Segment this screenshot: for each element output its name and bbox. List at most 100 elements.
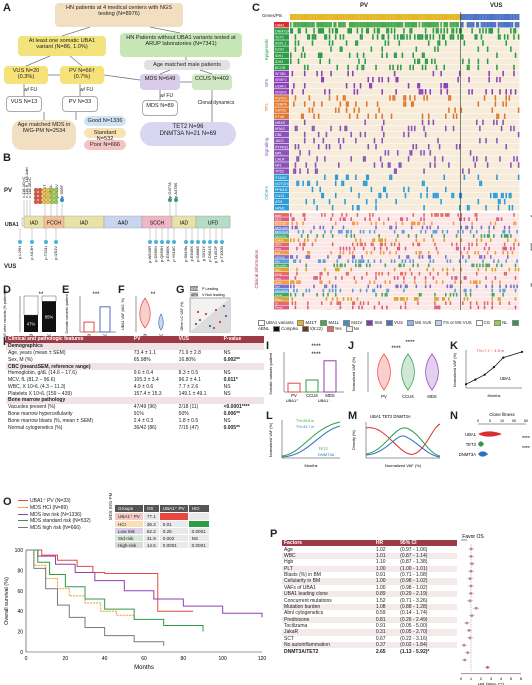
patient-cell [507, 14, 509, 20]
mutation-cell [352, 22, 354, 28]
point [520, 350, 524, 353]
xlabel: Months [487, 393, 500, 398]
vus-dot-1 [30, 240, 34, 244]
chart-l: T½=20.6 mT½=33.7 mTET2DNMT3AMonthsNormal… [269, 419, 341, 468]
mutation-cell [466, 64, 469, 71]
clin-cell [294, 292, 297, 297]
mutation-cell [502, 70, 504, 77]
mutation-cell [476, 22, 478, 28]
clin-cell [386, 246, 388, 251]
clin-cell [383, 221, 385, 226]
clin-cell [435, 305, 438, 310]
clin-cell [503, 242, 506, 247]
clin-cell [353, 301, 356, 305]
legend-text: M41T [305, 320, 317, 326]
density-tet2 [365, 427, 441, 457]
tick: 0 [477, 419, 479, 423]
clin-label: LGL [275, 251, 281, 255]
mutation-cell [460, 107, 463, 113]
mutation-cell [455, 144, 458, 150]
clin-cell [480, 225, 483, 230]
table-cell: NS [223, 349, 231, 356]
gene-label-bg [274, 107, 289, 113]
clin-cell [328, 288, 331, 293]
clin-label: Vasc [275, 276, 282, 280]
mutation-cell [336, 174, 339, 180]
mutation-cell [338, 107, 340, 113]
mutation-cell [339, 144, 342, 150]
patient-cell [491, 14, 494, 20]
mutation-cell [308, 95, 311, 101]
table-cell: JakaR [284, 629, 299, 636]
mutation-cell [365, 180, 368, 187]
mutation-cell [514, 22, 517, 28]
clin-cell [476, 301, 478, 305]
mutation-cell [379, 22, 382, 28]
table-cell [176, 342, 222, 350]
patient-cell [452, 14, 455, 20]
mutation-cell [424, 64, 427, 71]
mutation-cell [313, 113, 315, 119]
vus-dot-8 [172, 240, 176, 244]
mutation-cell [429, 34, 432, 40]
mutation-cell [500, 22, 503, 28]
patient-cell [469, 14, 472, 20]
clin-cell [434, 301, 436, 305]
mutation-cell [446, 28, 449, 34]
patient-cell [294, 14, 297, 20]
patient-cell [462, 14, 464, 20]
clin-cell [367, 259, 370, 263]
vus-mut-label-9: p.S819fs [183, 246, 188, 262]
mutation-cell [462, 168, 464, 174]
mutation-cell [400, 22, 402, 28]
mutation-cell [364, 156, 366, 162]
mutation-cell [497, 22, 500, 28]
clin-cell [353, 276, 356, 280]
legend-text: NL [502, 320, 508, 326]
mds-iwg-side: MDS IWG-PM [108, 492, 113, 520]
clin-cell [293, 288, 295, 293]
gene-label: CBL [275, 133, 282, 137]
vus-mut-label-3: p.I201V [53, 246, 58, 260]
mutation-cell [345, 125, 348, 132]
table-row: HCI 36.2 0.01 [114, 520, 210, 528]
mutation-cell [517, 34, 520, 40]
tet2-count: TET2 N=96 [172, 124, 204, 130]
mutation-cell [328, 28, 331, 34]
gene-label: UBA1 [275, 23, 284, 27]
patient-cell [355, 14, 357, 20]
clin-cell [451, 284, 453, 289]
mutation-cell [427, 119, 430, 126]
mutation-cell [491, 89, 494, 95]
mutation-cell [390, 174, 393, 180]
sig: **** [405, 340, 415, 346]
mutation-cell [489, 22, 492, 28]
clin-cell [369, 217, 371, 221]
header-cell: Groups [114, 504, 144, 513]
mutation-cell [303, 70, 306, 77]
table-cell: (0.14 - 1.74) [400, 610, 428, 617]
table-row: DNMT3A/TET2 2.65 (1.13 - 5.92)* [282, 648, 457, 655]
mutation-cell [508, 192, 511, 199]
table-cell: (0.22 - 3.16) [400, 635, 428, 642]
mutation-cell [317, 131, 320, 138]
patient-cell [479, 14, 481, 20]
domain-label-2: IAD [80, 221, 89, 227]
legend-swatch [475, 320, 483, 326]
gene-label-bg [274, 22, 289, 28]
clin-cell [485, 284, 487, 289]
mutation-cell [409, 34, 411, 40]
scatter-point [198, 318, 202, 322]
bar [287, 382, 301, 393]
clin-cell [339, 229, 342, 234]
table-cell: NS [223, 383, 231, 390]
clin-cell [493, 292, 495, 297]
mutation-cell [311, 125, 314, 132]
clin-cell [500, 263, 503, 268]
clin-cell [485, 276, 487, 280]
clin-cell [350, 267, 352, 272]
pv-dot [53, 191, 59, 197]
mutation-cell [511, 22, 514, 28]
mutation-cell [293, 83, 295, 89]
